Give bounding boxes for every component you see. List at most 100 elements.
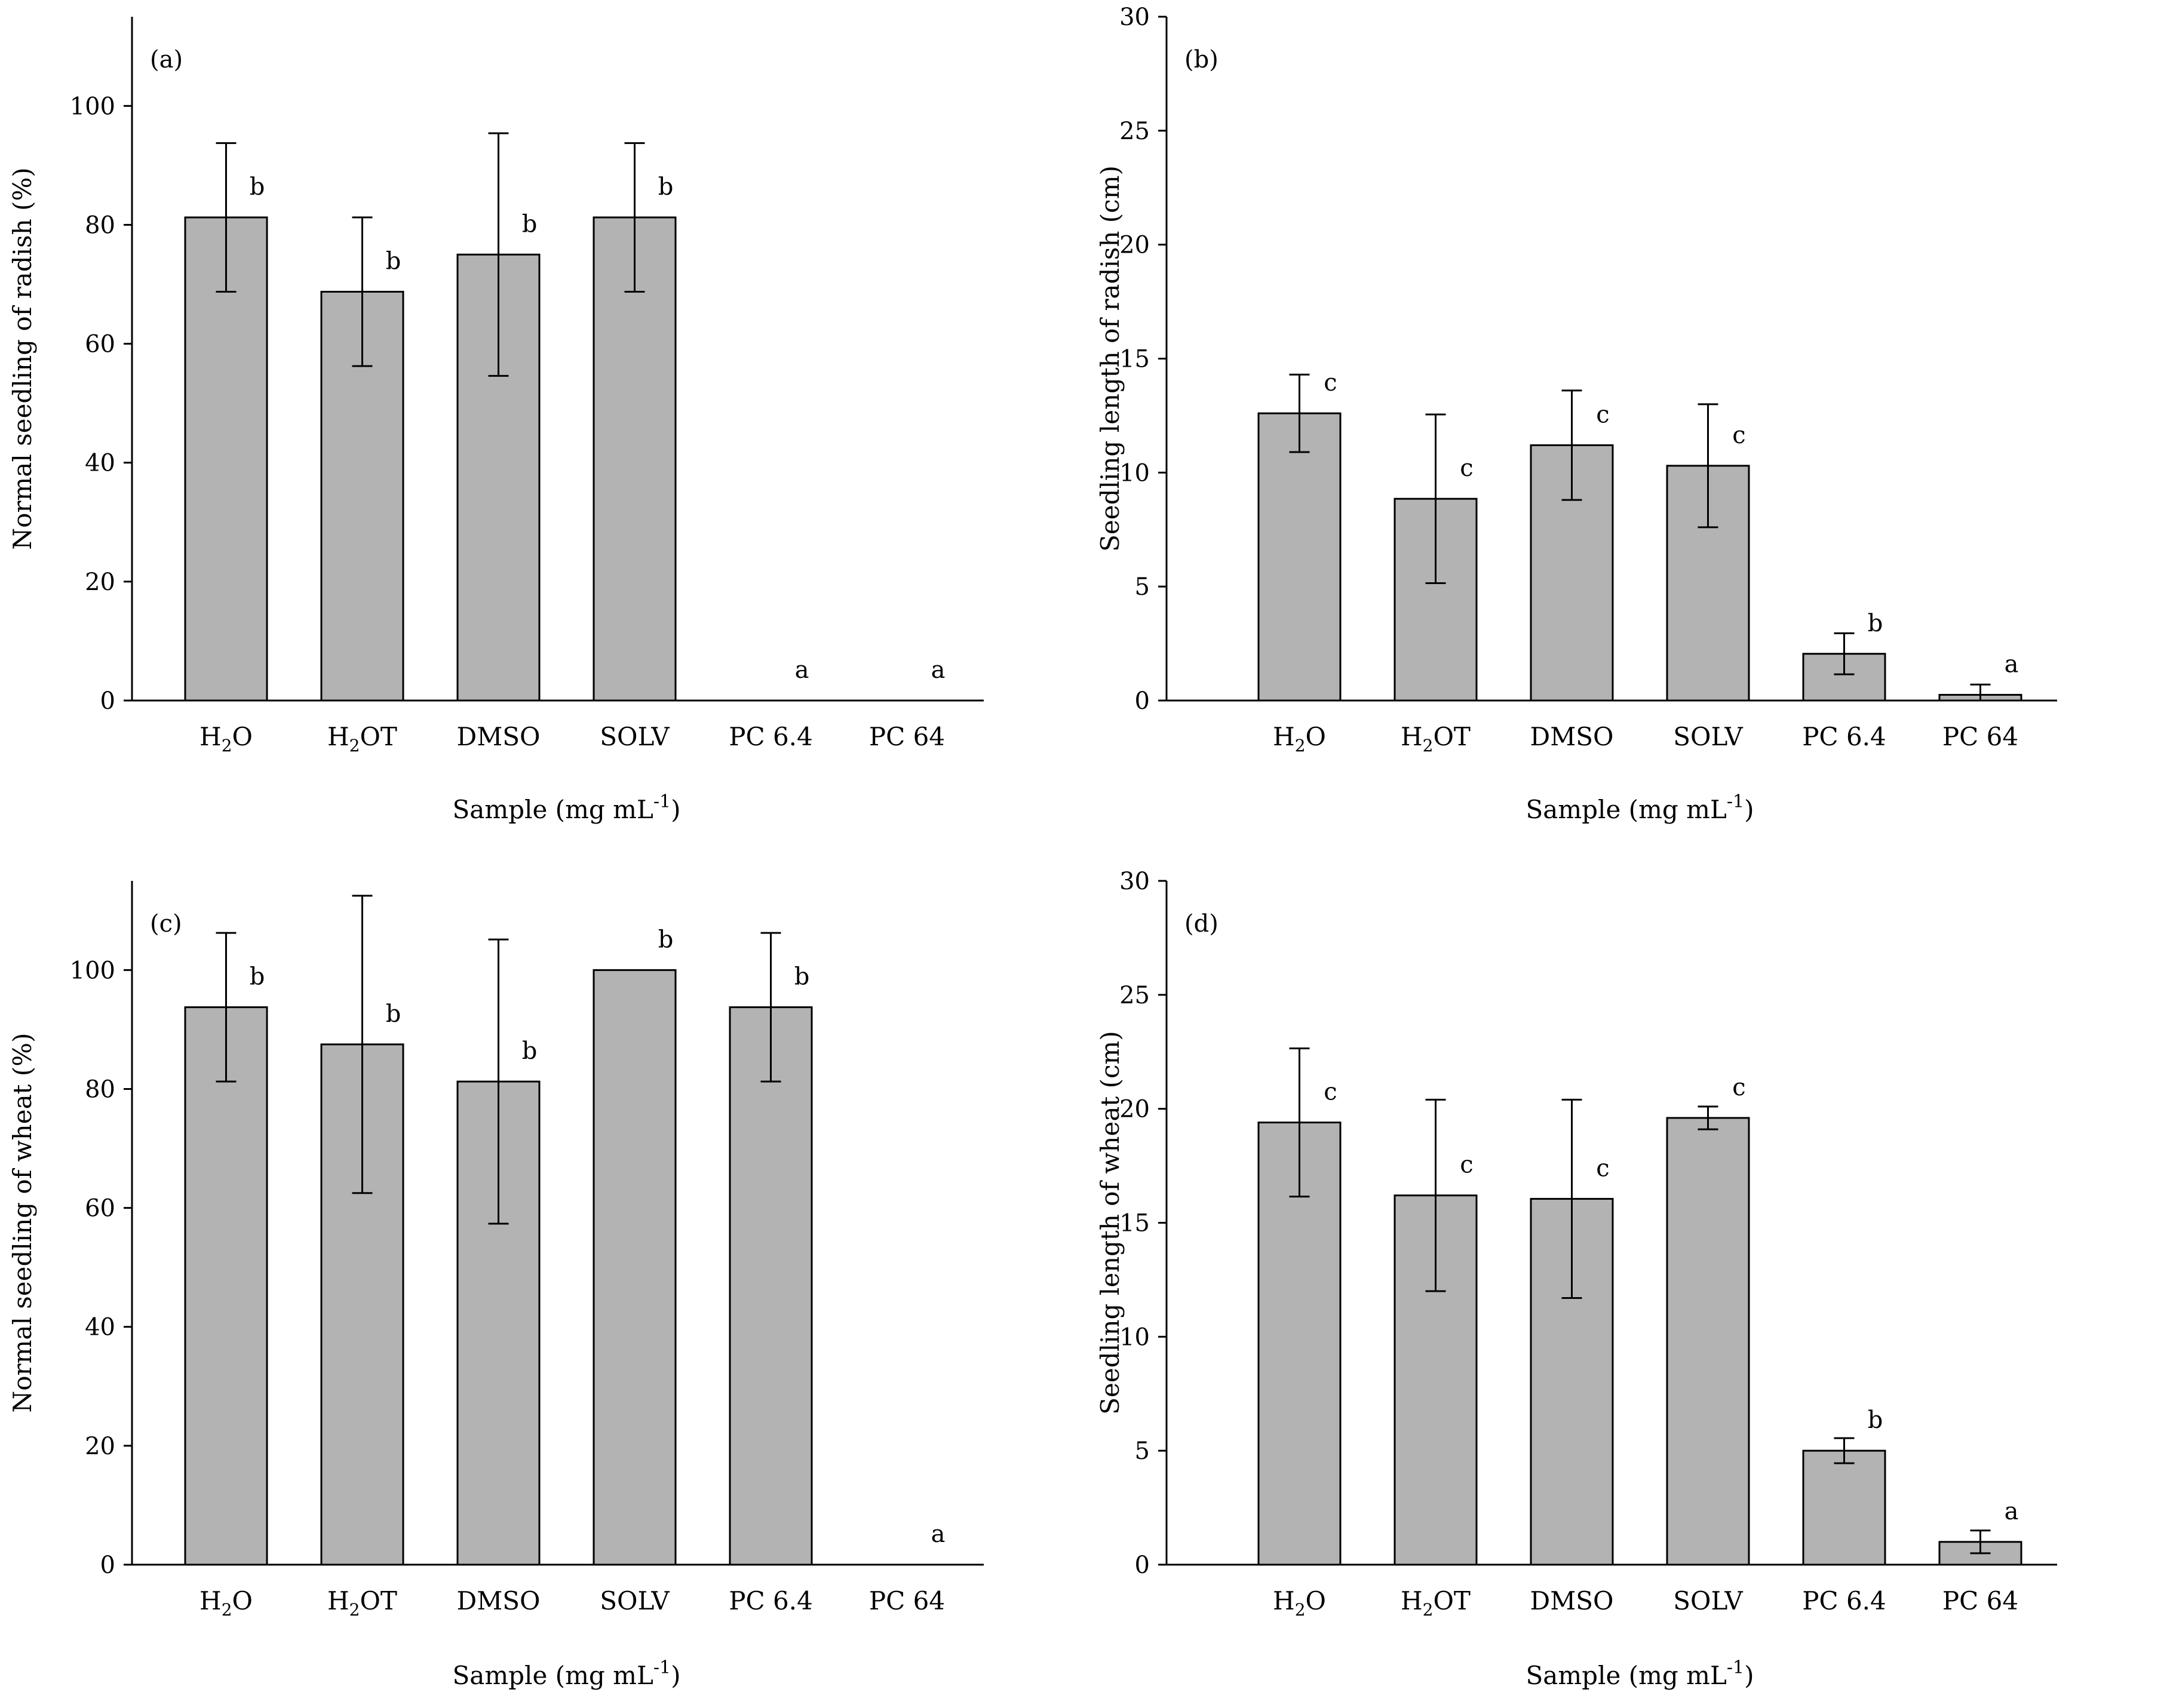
bar [593,969,677,1566]
category-label: SOLV [600,1586,670,1615]
x-axis-title: Sample (mg mL-1) [453,1657,681,1690]
significance-letter: a [2005,650,2019,678]
category-label: PC 6.4 [1802,722,1886,751]
category-label: PC 6.4 [1802,1586,1886,1615]
y-tick-label: 25 [1119,118,1150,145]
category-label: H2O [199,722,253,755]
significance-letter: b [522,210,538,238]
significance-letter: b [522,1037,538,1065]
y-tick-label: 0 [1135,1552,1150,1579]
chart-panel-b: 0 5 10 15 20 25 30 (b) Seedling length of radish… [1095,4,2057,824]
category-label: SOLV [600,722,670,751]
y-tick-label: 10 [1119,459,1150,487]
y-tick-label: 100 [70,957,115,984]
y-tick-label: 30 [1119,868,1150,895]
category-label: DMSO [457,1586,541,1615]
category-label: PC 6.4 [729,722,813,751]
y-axis-title: Normal seedling of radish (%) [8,167,37,549]
x-axis-title: Sample (mg mL-1) [1526,1657,1754,1690]
y-tick-label: 20 [1119,1096,1150,1123]
significance-letter: b [658,926,674,953]
y-axis-title: Seedling length of wheat (cm) [1095,1031,1125,1414]
category-label: PC 64 [1942,722,2018,751]
y-tick-label: 20 [1119,232,1150,259]
y-tick-label: 40 [85,1314,115,1341]
y-tick-label: 100 [70,93,115,120]
category-label: H2O [1273,722,1326,755]
significance-letter: c [1732,1074,1745,1101]
category-label: H2O [199,1586,253,1620]
category-label: H2OT [1401,1586,1471,1620]
significance-letter: c [1596,401,1609,429]
y-tick-label: 5 [1135,573,1150,601]
bar [1394,1194,1478,1566]
panel-label: (a) [150,46,183,73]
significance-letter: c [1732,422,1745,449]
y-tick-label: 40 [85,450,115,477]
bar [1257,412,1342,702]
x-axis-title: Sample (mg mL-1) [453,791,681,824]
bar [184,216,268,702]
chart-panel-d: 0 5 10 15 20 25 30 (d) Seedling length of wheat … [1095,868,2057,1690]
bar [729,1006,813,1566]
y-tick-label: 0 [100,687,115,715]
significance-letter: b [1868,610,1883,637]
significance-letter: a [931,656,946,684]
significance-letter: b [386,247,401,275]
significance-letter: c [1324,369,1337,397]
y-tick-label: 15 [1119,1210,1150,1237]
y-tick-label: 30 [1119,4,1150,31]
y-tick-label: 15 [1119,346,1150,373]
significance-letter: b [250,173,265,201]
category-label: DMSO [457,722,541,751]
category-label: H2O [1273,1586,1326,1620]
y-tick-label: 5 [1135,1437,1150,1465]
y-tick-label: 80 [85,1076,115,1103]
category-label: PC 6.4 [729,1586,813,1615]
category-label: DMSO [1530,722,1614,751]
y-tick-label: 60 [85,331,115,358]
significance-letter: c [1460,454,1473,482]
bar [593,216,677,702]
category-label: PC 64 [869,1586,945,1615]
significance-letter: b [1868,1406,1883,1434]
y-tick-label: 80 [85,211,115,239]
x-axis-title: Sample (mg mL-1) [1526,791,1754,824]
category-label: SOLV [1673,722,1743,751]
significance-letter: b [794,963,810,991]
significance-letter: b [386,1000,401,1028]
significance-letter: b [250,963,265,991]
category-label: H2OT [1401,722,1471,755]
y-tick-label: 25 [1119,982,1150,1009]
significance-letter: a [931,1520,946,1548]
significance-letter: a [795,656,809,684]
y-tick-label: 20 [85,1433,115,1460]
category-label: H2OT [327,1586,397,1620]
significance-letter: a [2005,1498,2019,1525]
category-label: PC 64 [869,722,945,751]
y-tick-label: 0 [1135,687,1150,715]
category-label: SOLV [1673,1586,1743,1615]
panel-label: (c) [150,910,182,938]
chart-panel-a: 0 20 40 60 80 100 (a) Normal seedling of radish… [8,17,984,824]
category-label: PC 64 [1942,1586,2018,1615]
significance-letter: c [1324,1079,1337,1106]
category-label: H2OT [327,722,397,755]
y-tick-label: 10 [1119,1323,1150,1351]
significance-letter: b [658,173,674,201]
y-tick-label: 0 [100,1552,115,1579]
y-tick-label: 20 [85,569,115,596]
panel-label: (d) [1184,910,1218,938]
bar [1802,1449,1886,1566]
bar [184,1006,268,1566]
y-tick-label: 60 [85,1195,115,1222]
category-label: DMSO [1530,1586,1614,1615]
y-axis-title: Normal seedling of wheat (%) [8,1033,37,1412]
chart-panel-c: 0 20 40 60 80 100 (c) Normal seedling of wheat … [8,881,984,1690]
panel-label: (b) [1184,46,1218,73]
y-axis-title: Seedling length of radish (cm) [1095,165,1125,552]
significance-letter: c [1460,1151,1473,1179]
bar [1666,1117,1750,1566]
significance-letter: c [1596,1154,1609,1182]
